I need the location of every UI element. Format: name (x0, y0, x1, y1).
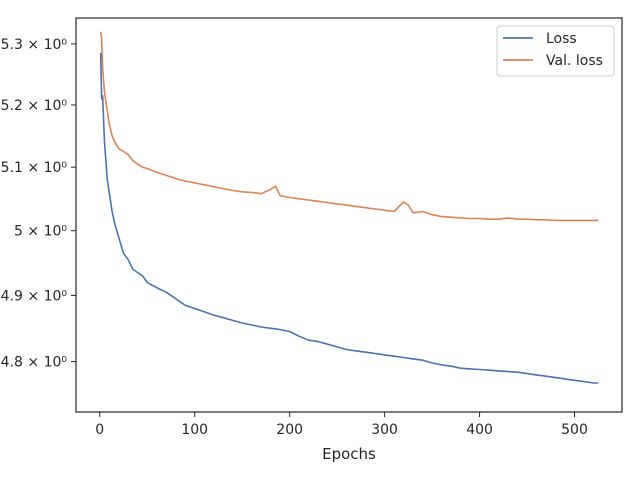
x-axis-ticks: 0 100 200 300 400 500 (95, 412, 588, 438)
x-tick-label: 200 (276, 422, 303, 438)
series-line-loss (99, 52, 599, 384)
legend-label-loss: Loss (546, 31, 577, 47)
y-tick-label: 5.2 × 10⁰ (1, 98, 68, 114)
legend-label-val-loss: Val. loss (546, 53, 603, 69)
y-axis-ticks: 4.8 × 10⁰ 4.9 × 10⁰ 5 × 10⁰ 5.1 × 10⁰ 5.2 × … (1, 37, 76, 371)
x-axis-label: Epochs (322, 445, 376, 463)
x-tick-label: 0 (95, 422, 104, 438)
x-tick-label: 300 (371, 422, 398, 438)
x-tick-label: 500 (561, 422, 588, 438)
x-tick-label: 400 (466, 422, 493, 438)
y-tick-label: 4.9 × 10⁰ (1, 288, 68, 304)
y-tick-label: 5 × 10⁰ (14, 224, 67, 240)
x-tick-label: 100 (181, 422, 208, 438)
y-tick-label: 5.3 × 10⁰ (1, 37, 68, 53)
plot-background (76, 18, 622, 412)
series-line-val-loss (99, 31, 599, 222)
plot-frame (75, 17, 623, 413)
legend: Loss Val. loss (496, 25, 615, 77)
series-lines (99, 31, 599, 384)
y-tick-label: 5.1 × 10⁰ (1, 160, 68, 176)
y-tick-label: 4.8 × 10⁰ (1, 355, 68, 371)
